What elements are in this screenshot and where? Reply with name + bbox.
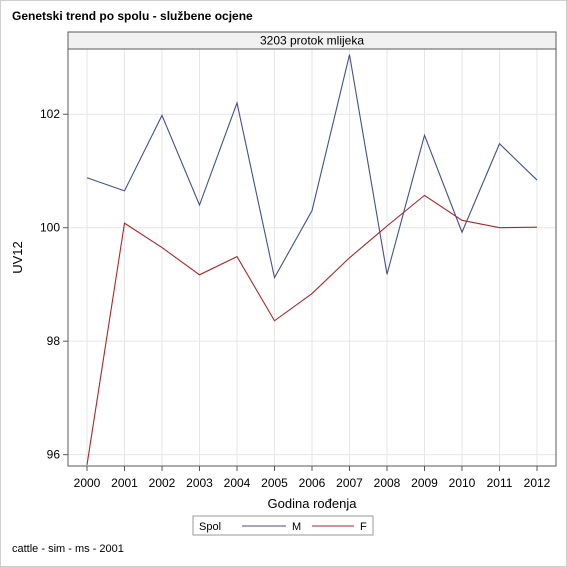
x-tick-label: 2004 <box>224 476 251 490</box>
x-tick-label: 2011 <box>487 476 513 490</box>
legend: Spol M F <box>192 515 374 536</box>
x-tick-label: 2006 <box>299 476 326 490</box>
y-tick-label: 96 <box>47 448 61 462</box>
footnote: cattle - sim - ms - 2001 <box>12 543 124 555</box>
x-tick-label: 2007 <box>336 476 363 490</box>
page-title: Genetski trend po spolu - službene ocjen… <box>12 9 253 23</box>
x-axis-label: Godina rođenja <box>268 496 358 511</box>
x-tick-label: 2010 <box>449 476 476 490</box>
series-line-f <box>86 194 538 465</box>
y-tick-label: 102 <box>40 107 60 121</box>
legend-title: Spol <box>199 521 221 533</box>
x-tick-label: 2008 <box>374 476 401 490</box>
x-tick-label: 2003 <box>186 476 213 490</box>
x-tick-label: 2001 <box>111 476 138 490</box>
panel-label: 3203 protok mlijeka <box>260 34 364 48</box>
y-axis-label: UV12 <box>10 241 25 274</box>
legend-label-m: M <box>292 521 301 533</box>
x-tick-label: 2009 <box>411 476 438 490</box>
x-tick-label: 2000 <box>74 476 101 490</box>
y-tick-label: 100 <box>40 221 60 235</box>
legend-label-f: F <box>360 521 367 533</box>
y-tick-label: 98 <box>47 334 61 348</box>
x-tick-label: 2012 <box>524 476 551 490</box>
legend-box <box>192 515 374 536</box>
y-axis-ticks: 96 98 100 102 <box>40 107 68 462</box>
grid-layer <box>68 49 556 466</box>
series-layer <box>86 54 538 465</box>
series-line-m <box>86 54 538 280</box>
x-tick-label: 2002 <box>149 476 176 490</box>
x-axis-ticks: 2000 2001 2002 2003 2004 2005 2006 2007 2008 2009… <box>74 466 551 490</box>
x-tick-label: 2005 <box>261 476 288 490</box>
